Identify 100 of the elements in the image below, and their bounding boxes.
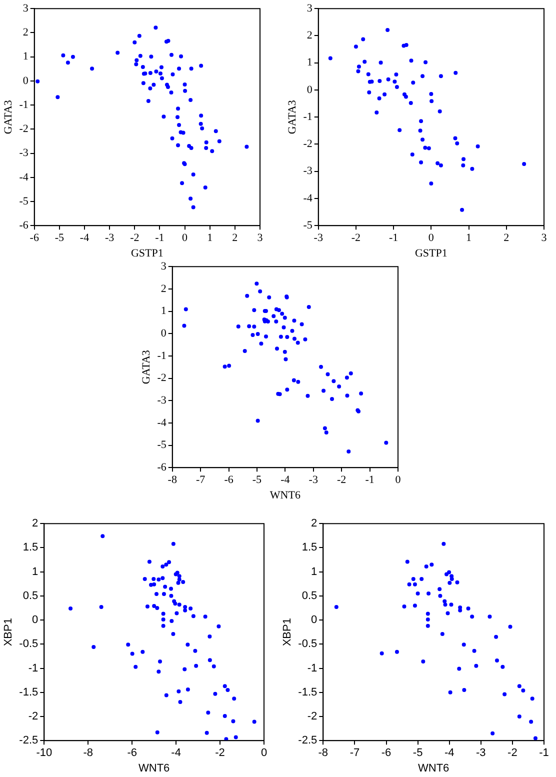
y-tick-label: 1.5 — [302, 542, 318, 554]
point — [356, 69, 360, 74]
point — [470, 166, 474, 171]
point — [453, 136, 458, 140]
x-tick-label: -4 — [171, 747, 181, 760]
x-tick-label: 3 — [541, 232, 548, 244]
point — [411, 80, 416, 85]
point — [378, 60, 383, 65]
y-tick-label: -3 — [157, 394, 167, 406]
point — [449, 602, 454, 607]
point — [458, 608, 462, 612]
point — [472, 648, 476, 653]
point — [438, 74, 443, 78]
point — [412, 582, 417, 586]
y-tick-label: 2 — [22, 26, 28, 39]
point — [438, 109, 442, 114]
x-axis-title: WNT6 — [138, 762, 170, 774]
x-tick-label: -1 — [365, 474, 374, 486]
y-tick-label: -2 — [157, 372, 166, 384]
x-tick-label: -10 — [36, 747, 52, 760]
y-axis-title: GATA3 — [286, 100, 298, 134]
point — [378, 79, 382, 84]
x-tick-label: 2 — [504, 232, 510, 244]
y-tick-label: 1 — [306, 56, 312, 69]
point — [429, 182, 434, 186]
point — [426, 624, 430, 628]
x-tick-label: 0 — [182, 232, 188, 244]
point — [426, 146, 431, 150]
y-tick-label: -6 — [157, 461, 167, 474]
y-tick-label: 3 — [306, 2, 313, 14]
point — [416, 592, 420, 596]
point — [394, 72, 398, 77]
x-tick-label: 3 — [257, 232, 264, 244]
point — [423, 146, 428, 150]
x-tick-label: 0 — [428, 232, 434, 244]
x-tick-label: -3 — [104, 232, 115, 244]
point — [386, 28, 390, 32]
point — [508, 624, 512, 629]
point — [533, 736, 538, 740]
y-axis-title: XBP1 — [282, 618, 294, 646]
point — [460, 208, 464, 212]
point — [380, 651, 384, 656]
point — [494, 634, 498, 639]
point — [442, 599, 447, 604]
x-tick-label: -6 — [381, 747, 392, 760]
y-axis-title: GATA3 — [140, 350, 152, 384]
x-tick-label: -5 — [54, 232, 65, 244]
point — [367, 90, 372, 94]
point — [438, 163, 443, 168]
x-tick-label: -8 — [318, 747, 328, 760]
x-tick-label: -4 — [280, 474, 290, 486]
point — [412, 604, 417, 608]
x-tick-label: -6 — [224, 474, 234, 486]
y-tick-label: 0.5 — [302, 590, 318, 602]
point — [447, 570, 452, 574]
y-tick-label: 1 — [22, 50, 28, 63]
y-tick-label: 2 — [160, 282, 166, 295]
y-tick-label: 2 — [32, 518, 38, 530]
x-tick-label: -1 — [539, 747, 549, 760]
point — [462, 157, 466, 162]
y-tick-label: 1.5 — [22, 542, 38, 554]
point — [420, 577, 424, 582]
y-tick-label: -1 — [28, 662, 38, 674]
point — [374, 110, 379, 114]
y-tick-label: -2 — [19, 123, 28, 136]
x-tick-label: -2 — [351, 232, 361, 244]
y-tick-label: -5 — [157, 439, 167, 452]
y-tick-label: -2.5 — [19, 734, 38, 747]
point — [430, 99, 434, 104]
point — [404, 94, 408, 99]
point — [455, 580, 460, 584]
point — [394, 84, 399, 89]
point — [438, 587, 442, 592]
point — [466, 606, 470, 610]
y-tick-label: -2 — [28, 710, 38, 723]
point — [476, 144, 480, 148]
y-tick-label: 3 — [22, 2, 29, 14]
point — [488, 614, 492, 619]
y-tick-label: -1 — [19, 98, 28, 111]
point — [419, 160, 424, 164]
y-tick-label: -2.5 — [298, 734, 318, 747]
x-axis-title: WNT6 — [270, 489, 301, 502]
point — [404, 42, 408, 47]
point — [442, 542, 446, 546]
y-axis-title: GATA3 — [2, 100, 14, 134]
point — [398, 128, 402, 132]
point — [426, 618, 430, 622]
point — [502, 692, 507, 696]
y-tick-label: 0 — [306, 84, 313, 96]
point — [407, 582, 412, 586]
point — [394, 650, 399, 654]
point — [474, 664, 478, 668]
y-tick-label: -1 — [307, 662, 318, 674]
y-tick-label: 1 — [160, 305, 166, 318]
point — [461, 163, 466, 168]
x-tick-label: -4 — [444, 747, 454, 760]
y-tick-label: -4 — [303, 192, 313, 204]
y-tick-label: -1 — [303, 110, 312, 123]
point — [494, 658, 499, 663]
point — [529, 720, 534, 724]
